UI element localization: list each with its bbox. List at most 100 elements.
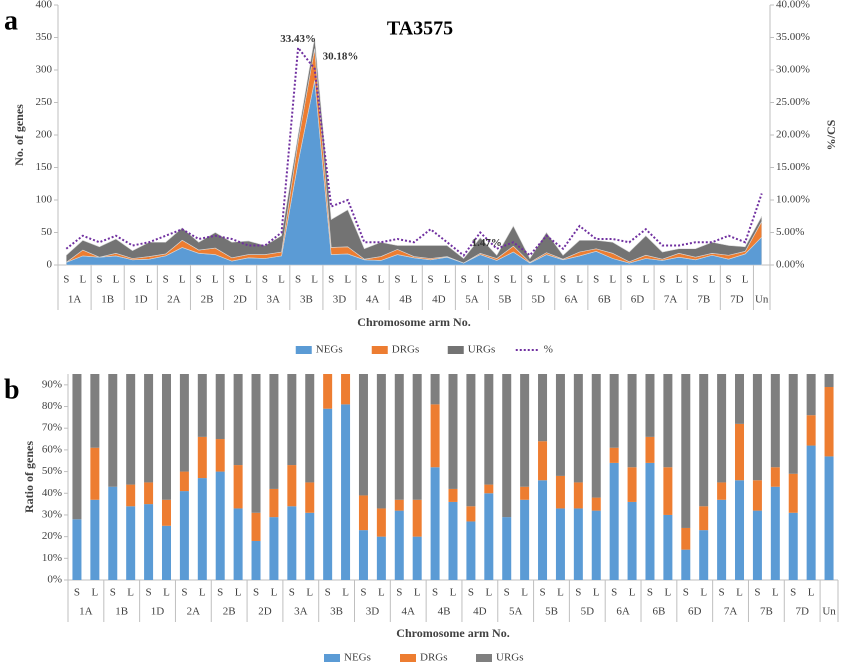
- group-label: 7D: [730, 294, 744, 306]
- x-tick-label: L: [378, 274, 385, 286]
- x-tick-label: S: [593, 274, 599, 286]
- x-tick-label: L: [311, 274, 318, 286]
- legend-swatch: [476, 654, 492, 662]
- bar-segment: [179, 471, 189, 492]
- x-tick-label: S: [289, 587, 295, 599]
- bar-segment: [376, 508, 386, 537]
- bar-segment: [430, 374, 440, 405]
- x-tick-label: S: [647, 587, 653, 599]
- bar-segment: [430, 467, 440, 580]
- bar-segment: [555, 374, 565, 476]
- x-tick-label: L: [79, 274, 86, 286]
- x-tick-label: S: [229, 274, 235, 286]
- bar-segment: [824, 387, 834, 457]
- bar-segment: [735, 480, 745, 580]
- x-tick-label: S: [683, 587, 689, 599]
- x-tick-label: S: [504, 587, 510, 599]
- legend-swatch: [324, 654, 340, 662]
- bar-segment: [466, 374, 476, 507]
- bar-segment: [358, 374, 368, 496]
- bar-segment: [448, 374, 458, 489]
- y-tick-label: 100: [36, 194, 53, 206]
- y2-tick-label: 20.00%: [776, 129, 810, 141]
- y-tick-label: 350: [36, 31, 53, 43]
- bar-segment: [287, 465, 297, 507]
- bar-segment: [484, 493, 494, 580]
- x-tick-label: S: [129, 274, 135, 286]
- x-tick-label: L: [199, 587, 206, 599]
- x-tick-label: L: [163, 587, 170, 599]
- group-label: 2A: [167, 294, 181, 306]
- bar-segment: [788, 512, 798, 580]
- bar-segment: [305, 482, 315, 513]
- bar-segment: [341, 374, 351, 405]
- group-label: 3D: [333, 294, 347, 306]
- y-tick-label: 80%: [42, 400, 62, 412]
- x-tick-label: S: [659, 274, 665, 286]
- bar-segment: [287, 374, 297, 466]
- bar-segment: [573, 482, 583, 509]
- x-tick-label: S: [396, 587, 402, 599]
- bar-segment: [215, 374, 225, 440]
- group-label: 4D: [432, 294, 446, 306]
- x-tick-label: L: [629, 587, 636, 599]
- bar-segment: [627, 467, 637, 502]
- group-label: 6B: [598, 294, 611, 306]
- group-label: 4B: [438, 606, 451, 618]
- panel-label: b: [4, 374, 20, 405]
- bar-segment: [376, 374, 386, 509]
- bar-segment: [770, 467, 780, 487]
- group-label: 1D: [134, 294, 148, 306]
- group-label: 6D: [688, 606, 702, 618]
- bar-segment: [161, 374, 171, 500]
- bar-segment: [412, 374, 422, 500]
- group-label: 4B: [399, 294, 412, 306]
- bar-segment: [502, 374, 512, 518]
- group-label: 5A: [509, 606, 523, 618]
- area: [65, 37, 763, 264]
- y-tick-label: 10%: [42, 552, 62, 564]
- group-label: 1A: [79, 606, 93, 618]
- bar-segment: [717, 499, 727, 580]
- bar-segment: [108, 486, 118, 580]
- x-tick-label: S: [217, 587, 223, 599]
- bar-segment: [699, 530, 709, 580]
- y-tick-label: 300: [36, 64, 53, 76]
- y-tick-label: 70%: [42, 422, 62, 434]
- x-tick-label: L: [736, 587, 743, 599]
- x-tick-label: L: [576, 274, 583, 286]
- y2-tick-label: 35.00%: [776, 31, 810, 43]
- bar-segment: [90, 374, 100, 448]
- x-tick-label: S: [719, 587, 725, 599]
- bar-segment: [502, 517, 512, 580]
- bars-1: [72, 374, 834, 580]
- x-tick-label: L: [609, 274, 616, 286]
- group-label: 5D: [531, 294, 545, 306]
- bar-segment: [573, 508, 583, 580]
- y-tick-label: 30%: [42, 508, 62, 520]
- y-axis-title: No. of genes: [12, 104, 26, 166]
- legend-swatch: [371, 346, 388, 354]
- bar-segment: [645, 374, 655, 437]
- y2-tick-label: 25.00%: [776, 96, 810, 108]
- group-label: 3B: [300, 294, 313, 306]
- area: [66, 48, 763, 264]
- panel-label: a: [4, 5, 18, 36]
- x-tick-label: L: [378, 587, 385, 599]
- group-label: 2B: [223, 606, 236, 618]
- group-label: 6A: [565, 294, 579, 306]
- bar-segment: [197, 374, 207, 437]
- bar-segment: [305, 512, 315, 580]
- bar-segment: [448, 488, 458, 502]
- percent-line: [65, 45, 763, 257]
- bar-segment: [609, 447, 619, 463]
- y-tick-label: 50: [41, 226, 53, 238]
- x-tick-label: S: [360, 587, 366, 599]
- x-tick-label: L: [477, 274, 484, 286]
- y-tick-label: 90%: [42, 378, 62, 390]
- y-tick-label: 50%: [42, 465, 62, 477]
- bar-segment: [538, 441, 548, 481]
- legend-label: %: [544, 344, 553, 356]
- value-label: 1.47%: [472, 237, 502, 249]
- bar-segment: [394, 374, 404, 500]
